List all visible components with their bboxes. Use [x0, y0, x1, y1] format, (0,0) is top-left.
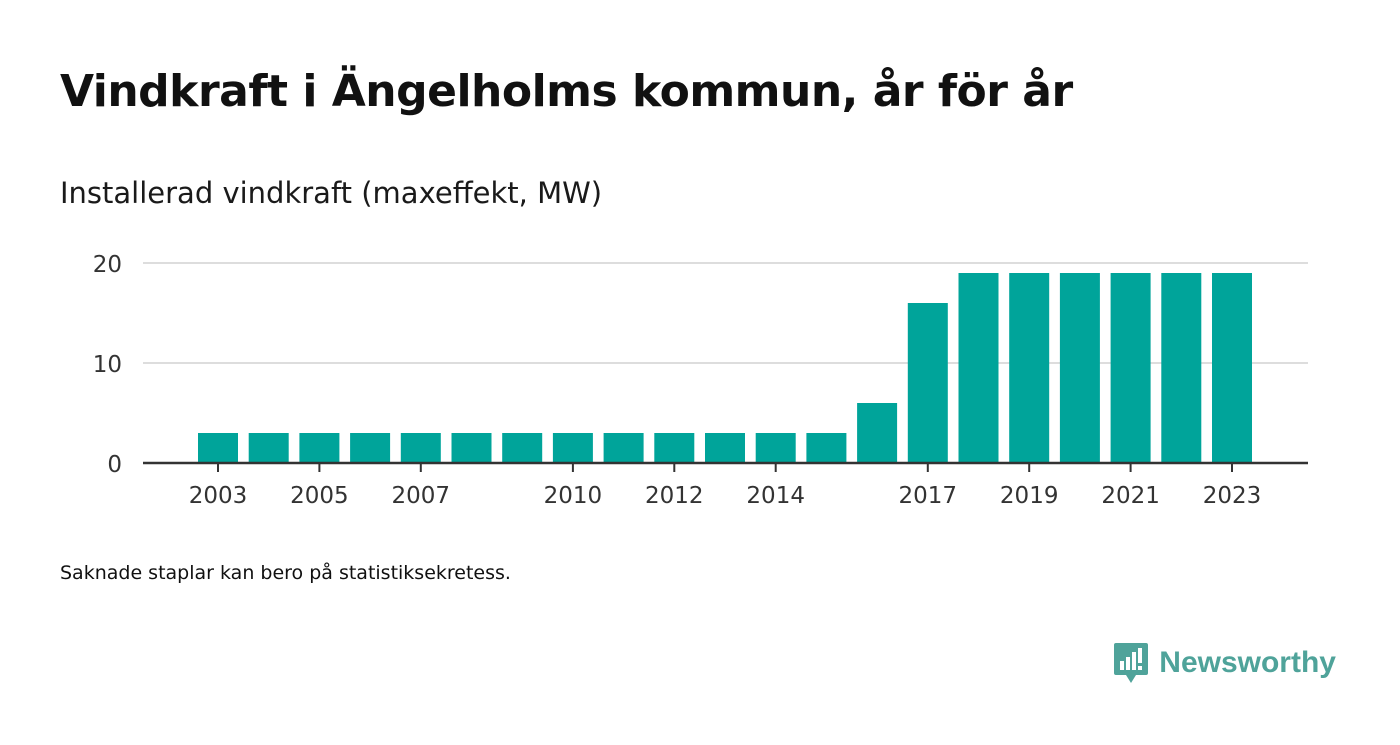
- bar-2009: [502, 433, 543, 463]
- chart-title: Vindkraft i Ängelholms kommun, år för år: [60, 66, 1073, 117]
- bar-2005: [299, 433, 340, 463]
- bar-2007: [400, 433, 441, 463]
- bar-2017: [907, 303, 948, 463]
- x-tick-label: 2023: [1203, 483, 1262, 509]
- bar-2012: [654, 433, 695, 463]
- brand-logo[interactable]: Newsworthy: [1113, 642, 1336, 684]
- bar-2004: [248, 433, 289, 463]
- x-tick-label: 2017: [899, 483, 958, 509]
- y-tick-label: 10: [93, 352, 122, 378]
- x-tick-label: 2021: [1101, 483, 1160, 509]
- axes: [143, 461, 1308, 472]
- newsworthy-chart-bubble-icon: [1114, 643, 1149, 683]
- bar-2010: [552, 433, 593, 463]
- x-tick-label: 2014: [746, 483, 805, 509]
- bar-2023: [1212, 273, 1252, 463]
- x-tick-label: 2010: [544, 483, 603, 509]
- bars: [198, 273, 1252, 463]
- bar-2013: [705, 433, 745, 463]
- bar-2015: [806, 433, 847, 463]
- bar-2019: [1009, 273, 1050, 463]
- tick-labels: 0 10 20 2003 2005 2007 2010 2012 2014 2017 2019 202…: [93, 252, 1262, 509]
- bar-2011: [603, 433, 644, 463]
- bar-2021: [1110, 273, 1151, 463]
- x-tick-label: 2007: [392, 483, 451, 509]
- brand-name: Newsworthy: [1159, 646, 1336, 679]
- x-tick-label: 2019: [1000, 483, 1059, 509]
- bar-2006: [350, 433, 391, 463]
- x-tick-label: 2005: [290, 483, 349, 509]
- y-tick-label: 20: [93, 252, 122, 278]
- bar-2014: [755, 433, 796, 463]
- chart-subtitle: Installerad vindkraft (maxeffekt, MW): [60, 176, 603, 210]
- x-tick-label: 2012: [645, 483, 704, 509]
- bar-2016: [857, 403, 898, 463]
- bar-2018: [958, 273, 999, 463]
- x-tick-label: 2003: [189, 483, 248, 509]
- bar-2003: [198, 433, 238, 463]
- bar-chart: 0 10 20 2003 2005 2007 2010 2012 2014 2017 2019 202…: [93, 252, 1308, 509]
- footnote: Saknade staplar kan bero på statistiksek…: [60, 562, 511, 584]
- bar-2020: [1059, 273, 1100, 463]
- bar-2022: [1161, 273, 1202, 463]
- bar-2008: [451, 433, 492, 463]
- y-tick-label: 0: [107, 452, 122, 478]
